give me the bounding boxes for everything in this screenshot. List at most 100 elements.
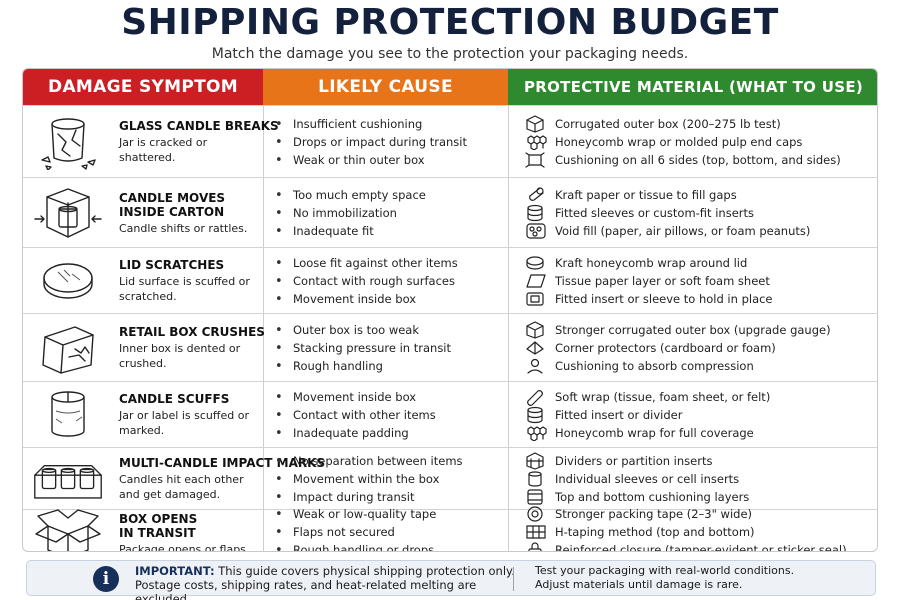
symptom-title: CANDLE SCUFFS: [119, 392, 230, 406]
crushed-box-icon: [31, 314, 105, 382]
material-text: Stronger corrugated outer box (upgrade g…: [555, 323, 831, 337]
material-text: Corner protectors (cardboard or foam): [555, 341, 776, 355]
divider-icon: [525, 452, 555, 470]
material-item: Reinforced closure (tamper-evident or st…: [525, 541, 875, 552]
material-list: Soft wrap (tissue, foam sheet, or felt) F…: [525, 388, 875, 442]
note-tip-1: Test your packaging with real-world cond…: [535, 564, 795, 577]
symptom-title: CANDLE MOVES INSIDE CARTON: [119, 191, 226, 219]
cause-item: Too much empty space: [275, 186, 503, 204]
table-row: CANDLE MOVES INSIDE CARTON Candle shifts …: [23, 177, 877, 248]
material-item: Top and bottom cushioning layers: [525, 488, 875, 506]
material-list: Stronger corrugated outer box (upgrade g…: [525, 321, 875, 375]
cause-item: Loose fit against other items: [275, 254, 503, 272]
paper-roll-icon: [525, 186, 555, 204]
void-fill-icon: [525, 222, 555, 240]
header-likely-cause: LIKELY CAUSE: [263, 69, 508, 105]
cause-item: Movement inside box: [275, 388, 503, 406]
table-row: RETAIL BOX CRUSHES Inner box is dented or…: [23, 313, 877, 382]
table-row: MULTI-CANDLE IMPACT MARKS Candles hit eac…: [23, 447, 877, 510]
material-item: Stronger packing tape (2–3" wide): [525, 505, 875, 523]
material-text: Cushioning on all 6 sides (top, bottom, …: [555, 153, 841, 167]
cause-item: No separation between items: [275, 452, 503, 470]
cause-list: Outer box is too weakStacking pressure i…: [275, 321, 503, 375]
material-item: Dividers or partition inserts: [525, 452, 875, 470]
honeycomb-icon: [525, 425, 555, 441]
material-text: Void fill (paper, air pillows, or foam p…: [555, 224, 811, 238]
cause-list: Insufficient cushioningDrops or impact d…: [275, 115, 503, 169]
material-item: Kraft honeycomb wrap around lid: [525, 254, 875, 272]
material-text: Kraft paper or tissue to fill gaps: [555, 188, 737, 202]
cell-sleeve-icon: [525, 470, 555, 488]
cause-item: Inadequate fit: [275, 222, 503, 240]
cause-list: No separation between itemsMovement with…: [275, 452, 503, 506]
cause-item: Outer box is too weak: [275, 321, 503, 339]
material-item: H-taping method (top and bottom): [525, 523, 875, 541]
cause-list: Weak or low-quality tapeFlaps not secure…: [275, 505, 503, 551]
compression-icon: [525, 357, 555, 375]
sleeve-icon: [525, 204, 555, 222]
material-item: Tissue paper layer or soft foam sheet: [525, 272, 875, 290]
material-item: Cushioning on all 6 sides (top, bottom, …: [525, 151, 875, 169]
cushion-icon: [525, 151, 555, 169]
material-list: Corrugated outer box (200–275 lb test) Ho…: [525, 115, 875, 169]
symptom-title: LID SCRATCHES: [119, 258, 225, 272]
material-item: Cushioning to absorb compression: [525, 357, 875, 375]
material-list: Kraft honeycomb wrap around lid Tissue pa…: [525, 254, 875, 308]
cause-item: Insufficient cushioning: [275, 115, 503, 133]
important-note: i IMPORTANT: This guide covers physical …: [26, 560, 876, 600]
note-text: IMPORTANT: This guide covers physical sh…: [135, 564, 515, 600]
cause-item: Movement inside box: [275, 290, 503, 308]
material-item: Honeycomb wrap for full coverage: [525, 424, 875, 442]
material-item: Corner protectors (cardboard or foam): [525, 339, 875, 357]
material-item: Individual sleeves or cell inserts: [525, 470, 875, 488]
page-title: SHIPPING PROTECTION BUDGET: [121, 2, 779, 43]
material-item: Fitted insert or sleeve to hold in place: [525, 290, 875, 308]
candle-jar-icon: [31, 382, 105, 448]
material-text: Top and bottom cushioning layers: [555, 490, 750, 504]
cause-item: Weak or low-quality tape: [275, 505, 503, 523]
cause-item: Inadequate padding: [275, 424, 503, 442]
info-icon: i: [93, 566, 119, 592]
cause-item: Movement within the box: [275, 470, 503, 488]
box-icon: [525, 115, 555, 133]
symptom-description: Lid surface is scuffed or scratched.: [119, 275, 250, 303]
material-item: Fitted sleeves or custom-fit inserts: [525, 204, 875, 222]
header-protective-material: PROTECTIVE MATERIAL (WHAT TO USE): [508, 69, 877, 105]
cause-item: Rough handling or drops: [275, 541, 503, 551]
note-text-1: This guide covers physical shipping prot…: [214, 564, 515, 578]
symptom-description: Jar is cracked or shattered.: [119, 136, 208, 164]
corner-protector-icon: [525, 339, 555, 357]
cause-item: Flaps not secured: [275, 523, 503, 541]
column-divider: [263, 105, 264, 551]
material-text: Individual sleeves or cell inserts: [555, 472, 740, 486]
material-item: Void fill (paper, air pillows, or foam p…: [525, 222, 875, 240]
material-text: Fitted insert or sleeve to hold in place: [555, 292, 773, 306]
material-item: Stronger corrugated outer box (upgrade g…: [525, 321, 875, 339]
broken-jar-icon: [31, 106, 105, 178]
lock-icon: [525, 541, 555, 551]
soft-wrap-icon: [525, 388, 555, 406]
cause-item: Contact with rough surfaces: [275, 272, 503, 290]
page-subtitle: Match the damage you see to the protecti…: [211, 46, 689, 62]
symptom-title: GLASS CANDLE BREAKS: [119, 119, 279, 133]
note-label: IMPORTANT:: [135, 564, 215, 578]
protection-table: DAMAGE SYMPTOM LIKELY CAUSE PROTECTIVE M…: [22, 68, 878, 552]
cause-item: Rough handling: [275, 357, 503, 375]
lid-icon: [31, 248, 105, 314]
cause-item: No immobilization: [275, 204, 503, 222]
symptom-description: Package opens or flaps pop up.: [119, 543, 246, 552]
candle-in-carton-icon: [31, 178, 105, 248]
material-list: Stronger packing tape (2–3" wide) H-tapin…: [525, 505, 875, 552]
symptom-description: Candles hit each other and get damaged.: [119, 473, 244, 501]
h-tape-icon: [525, 523, 555, 541]
cause-item: Weak or thin outer box: [275, 151, 503, 169]
open-box-icon: [31, 509, 105, 551]
material-text: Reinforced closure (tamper-evident or st…: [555, 543, 847, 552]
material-text: Corrugated outer box (200–275 lb test): [555, 117, 781, 131]
multi-candle-tray-icon: [31, 448, 105, 510]
column-divider: [508, 105, 509, 551]
material-text: Honeycomb wrap or molded pulp end caps: [555, 135, 803, 149]
cause-list: Loose fit against other itemsContact wit…: [275, 254, 503, 308]
note-tip: Test your packaging with real-world cond…: [535, 564, 865, 592]
note-text-2: Postage costs, shipping rates, and heat-…: [135, 578, 477, 600]
